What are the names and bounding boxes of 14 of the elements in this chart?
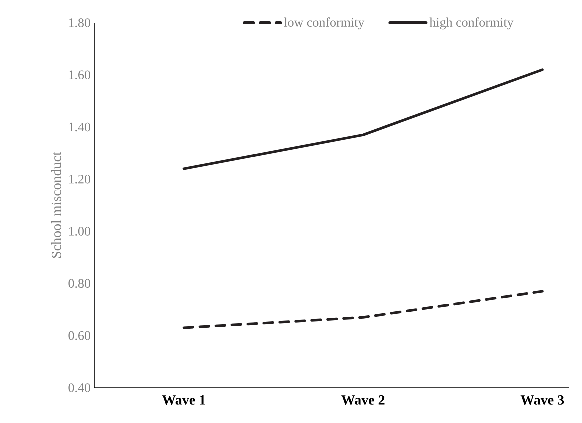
y-tick-label: 0.60 [68, 331, 90, 340]
y-tick-label: 1.60 [69, 70, 90, 80]
x-tick-label: Wave 1 [162, 396, 206, 405]
y-axis-title: School misconduct [51, 152, 62, 258]
y-tick-label: 0.40 [68, 384, 90, 392]
y-tick-label: 1.00 [69, 227, 90, 236]
y-tick-label: 1.40 [69, 122, 90, 132]
x-tick-label: Wave 3 [520, 396, 564, 406]
legend-label: high conformity [430, 18, 514, 30]
legend-label: low conformity [284, 18, 365, 30]
x-tick-label: Wave 2 [342, 396, 385, 406]
y-tick-label: 1.80 [69, 18, 90, 28]
y-tick-label: 0.80 [68, 279, 90, 288]
y-tick-label: 1.20 [69, 175, 90, 184]
